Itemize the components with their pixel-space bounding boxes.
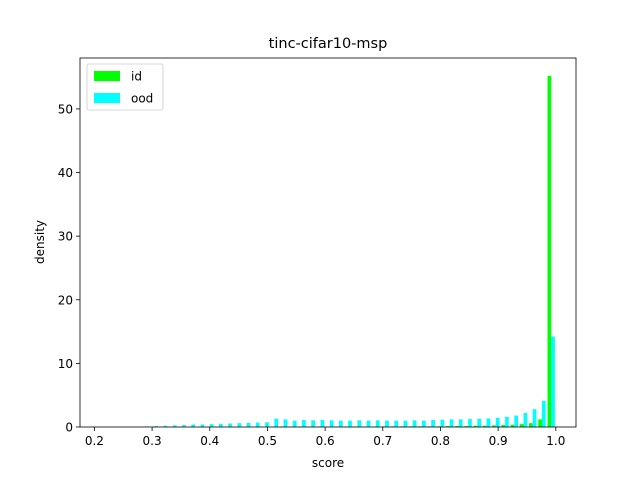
bar-ood-46: [523, 413, 528, 427]
chart-title: tinc-cifar10-msp: [269, 36, 388, 52]
bar-ood-34: [412, 420, 417, 427]
bar-ood-22: [302, 420, 306, 427]
bar-ood-30: [375, 420, 380, 427]
bar-ood-16: [246, 422, 251, 427]
bar-ood-25: [329, 420, 334, 427]
bar-ood-42: [486, 418, 491, 427]
x-tick-label: 1.0: [546, 434, 565, 448]
bar-ood-19: [274, 418, 279, 427]
y-tick-label: 10: [58, 357, 73, 371]
x-tick-label: 0.5: [258, 434, 277, 448]
bar-ood-20: [283, 419, 288, 427]
bar-ood-47: [532, 409, 537, 427]
bar-ood-40: [468, 419, 472, 427]
bar-ood-9: [182, 425, 186, 427]
x-tick-label: 0.6: [316, 434, 335, 448]
y-tick-label: 40: [58, 166, 73, 180]
bar-id-41: [473, 425, 478, 427]
x-axis-label: score: [312, 456, 344, 470]
y-axis-ticks: 0 10 20 30 40 50: [58, 102, 80, 435]
bar-ood-7: [163, 425, 168, 427]
bar-ood-13: [219, 423, 223, 427]
bar-ood-8: [172, 425, 177, 427]
legend: id ood: [86, 63, 164, 111]
bar-ood-10: [191, 424, 195, 427]
bar-id-44: [501, 425, 506, 427]
bar-id-42: [482, 425, 487, 427]
y-tick-label: 30: [58, 230, 73, 244]
bar-ood-36: [431, 420, 435, 427]
bar-ood-33: [403, 420, 408, 427]
bar-ood-23: [311, 420, 315, 427]
legend-entries: id ood: [94, 70, 153, 106]
bar-ood-15: [237, 423, 242, 427]
y-tick-label: 0: [65, 421, 73, 435]
bar-id-49: [547, 75, 552, 427]
bar-id-45: [510, 424, 515, 427]
bar-ood-44: [505, 416, 509, 427]
bar-id-46: [519, 424, 524, 427]
y-tick-label: 20: [58, 293, 73, 307]
x-tick-label: 0.2: [85, 434, 104, 448]
y-axis-label: density: [33, 220, 47, 264]
bar-id-40: [464, 426, 469, 427]
bar-ood-35: [422, 420, 426, 427]
bar-ood-39: [458, 419, 463, 427]
legend-swatch-ood: [94, 93, 120, 103]
bar-id-48: [538, 419, 542, 427]
histogram-bars: [145, 75, 555, 427]
bar-id-38: [446, 426, 450, 427]
bar-ood-24: [320, 420, 325, 427]
x-tick-label: 0.8: [431, 434, 450, 448]
bar-ood-48: [541, 400, 546, 427]
bar-ood-43: [495, 417, 500, 427]
x-tick-label: 0.4: [200, 434, 219, 448]
axes-frame: [79, 57, 577, 428]
bar-ood-31: [385, 420, 389, 427]
bar-ood-45: [514, 415, 518, 427]
bar-ood-27: [348, 420, 352, 427]
bar-ood-26: [338, 420, 343, 427]
y-tick-label: 50: [58, 102, 73, 116]
bar-ood-11: [200, 424, 205, 427]
bar-id-39: [455, 426, 459, 427]
legend-label-ood: ood: [131, 92, 153, 106]
x-tick-label: 0.3: [143, 434, 162, 448]
bar-ood-14: [228, 423, 232, 427]
bar-ood-17: [255, 422, 260, 427]
bar-ood-18: [265, 422, 269, 427]
bar-id-43: [492, 425, 496, 427]
bar-ood-29: [366, 420, 371, 427]
bar-ood-49: [551, 336, 555, 427]
x-tick-label: 0.9: [489, 434, 508, 448]
x-tick-label: 0.7: [373, 434, 392, 448]
bar-ood-6: [154, 426, 159, 427]
legend-swatch-id: [94, 71, 120, 81]
bar-ood-37: [440, 419, 445, 427]
bar-ood-41: [477, 418, 482, 427]
bar-ood-28: [357, 420, 362, 427]
bar-ood-12: [209, 424, 214, 427]
x-axis-ticks: 0.2 0.3 0.4 0.5 0.6 0.7 0.8 0.9 1.0: [85, 427, 565, 448]
bar-ood-38: [449, 419, 454, 427]
bar-ood-32: [394, 420, 399, 427]
bar-ood-21: [292, 420, 297, 427]
legend-label-id: id: [131, 70, 142, 84]
bar-id-47: [529, 423, 533, 427]
